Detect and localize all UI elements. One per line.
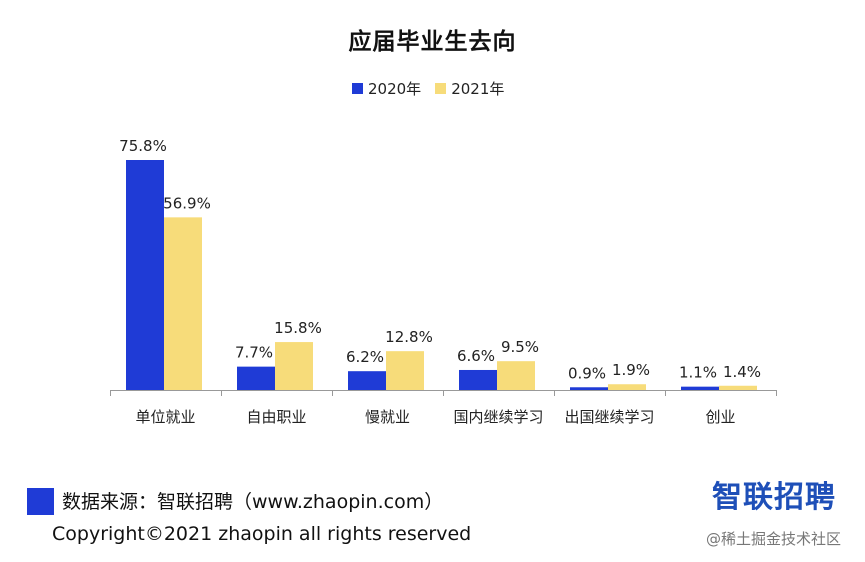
x-tick-label: 自由职业 <box>246 408 306 426</box>
data-label: 9.5% <box>501 338 539 356</box>
x-tick-label: 慢就业 <box>365 408 410 426</box>
data-label: 1.1% <box>679 364 717 382</box>
data-label: 7.7% <box>235 344 273 362</box>
bar-2021 <box>608 384 646 390</box>
x-tick-label: 单位就业 <box>135 408 195 426</box>
legend-label-2020: 2020年 <box>368 79 422 98</box>
chart-legend: 2020年 2021年 <box>352 78 518 98</box>
x-tick-label: 出国继续学习 <box>564 408 654 426</box>
legend-item-2020: 2020年 <box>352 78 421 99</box>
data-label: 0.9% <box>568 364 606 382</box>
bar-2021 <box>164 217 202 390</box>
watermark: @稀土掘金技术社区 <box>700 525 848 551</box>
copyright-text: Copyright©2021 zhaopin all rights reserv… <box>52 523 472 545</box>
data-label: 1.9% <box>612 361 650 379</box>
legend-item-2021: 2021年 <box>435 78 504 99</box>
bar-2021 <box>497 361 535 390</box>
chart-title: 应届毕业生去向 <box>348 29 517 55</box>
bar-2021 <box>719 385 757 390</box>
zhaopin-logo: 智联招聘 <box>712 472 836 516</box>
legend-swatch-2021 <box>435 82 447 94</box>
bar-2020 <box>459 369 497 390</box>
legend-swatch-2020 <box>352 82 363 94</box>
data-label: 6.6% <box>457 347 495 365</box>
data-label: 1.4% <box>723 363 761 381</box>
bar-2021 <box>386 351 424 390</box>
bar-2020 <box>348 371 386 390</box>
data-label: 15.8% <box>274 319 322 337</box>
bar-2021 <box>275 342 313 390</box>
data-label: 56.9% <box>163 194 211 212</box>
bar-2020 <box>570 387 608 390</box>
data-label: 75.8% <box>119 137 167 155</box>
bar-2020 <box>126 160 164 390</box>
data-label: 12.8% <box>385 328 433 346</box>
x-tick-label: 创业 <box>705 408 735 426</box>
x-tick-label: 国内继续学习 <box>453 408 543 426</box>
source-text: 数据来源：智联招聘（www.zhaopin.com） <box>62 491 444 513</box>
logo-text: 智联招聘 <box>712 480 836 515</box>
legend-label-2021: 2021年 <box>451 79 505 98</box>
bar-2020 <box>237 366 275 390</box>
bar-2020 <box>681 386 719 390</box>
bar-chart: 75.8% 56.9% 单位就业 7.7%15.8% 自由职业 6.2%12.8% 慢就业 6… <box>110 137 777 426</box>
data-label: 6.2% <box>346 348 384 366</box>
source-marker <box>27 488 54 515</box>
